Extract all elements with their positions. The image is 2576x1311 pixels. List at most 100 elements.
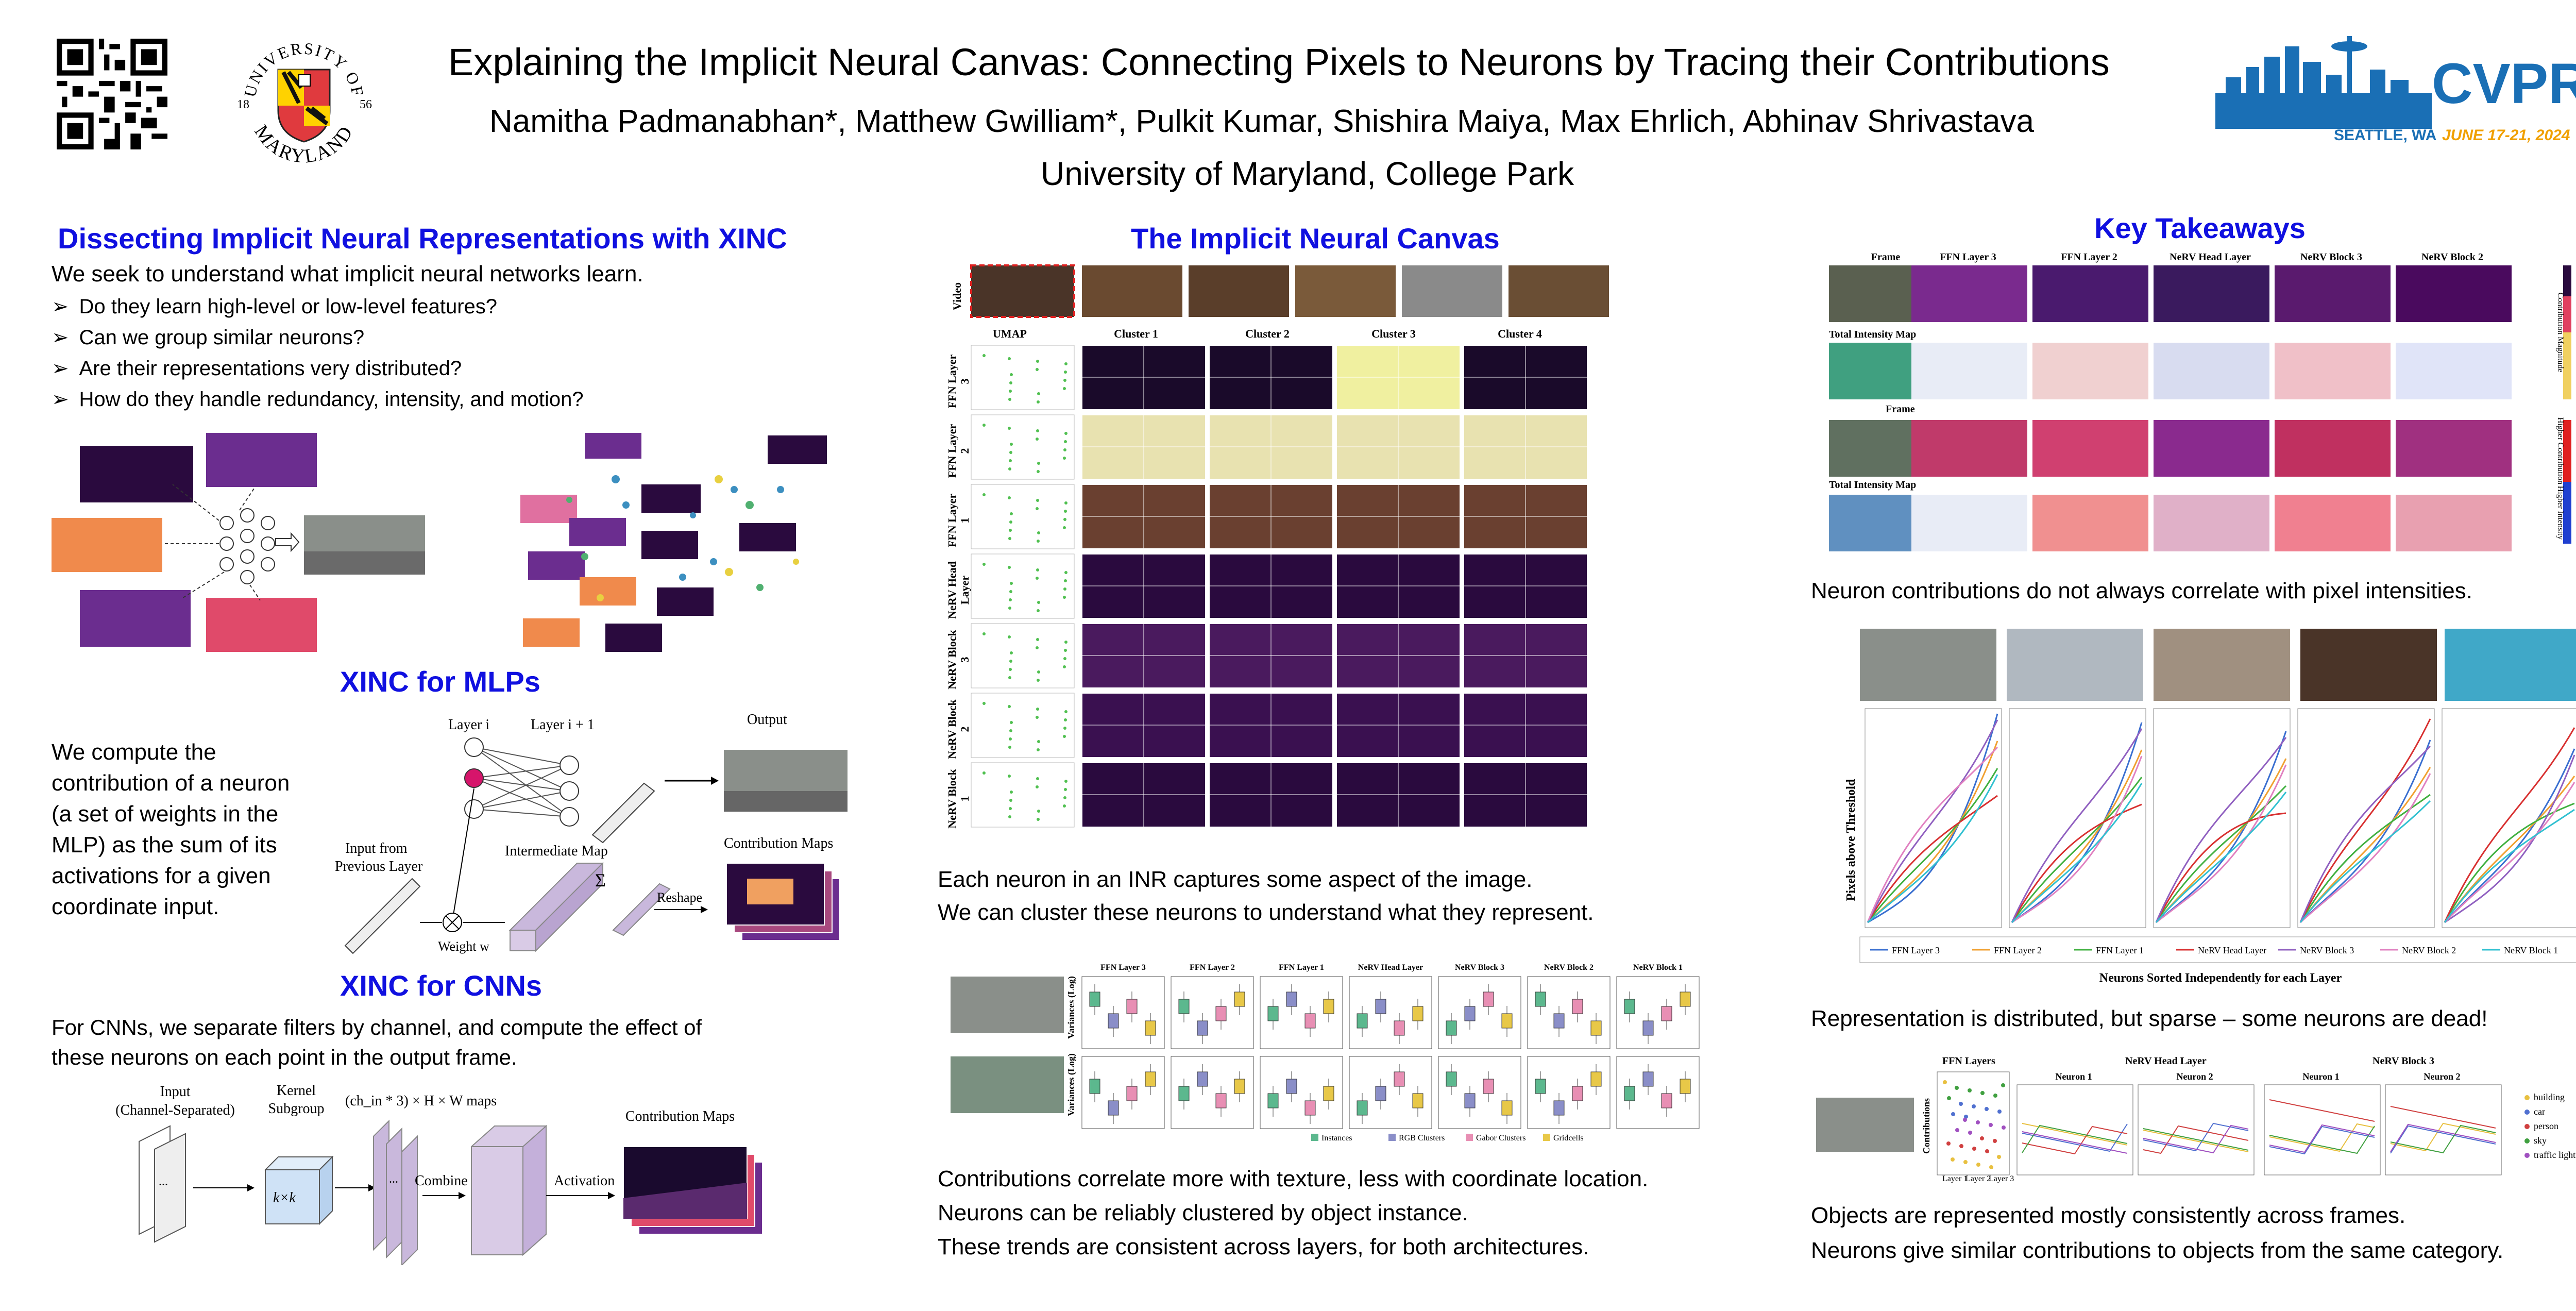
threshold-line <box>2011 803 2142 923</box>
obj-legend-item: car <box>2534 1106 2545 1117</box>
box-panel <box>1081 976 1165 1049</box>
grid-col-cluster3: Cluster 3 <box>1371 327 1416 340</box>
umd-year-right: 56 <box>360 98 372 111</box>
threshold-line <box>2156 764 2287 923</box>
threshold-legend-item: NeRV Block 2 <box>2402 945 2456 955</box>
grid-col-umap: UMAP <box>993 327 1027 340</box>
obj-panel <box>2016 1084 2133 1175</box>
activation-label: Activation <box>554 1173 615 1189</box>
box-mark <box>1286 991 1297 1007</box>
maps-label: (ch_in * 3) × H × W maps <box>345 1093 497 1109</box>
box-mark <box>1661 1006 1672 1021</box>
grid-col-cluster2: Cluster 2 <box>1245 327 1290 340</box>
obj-line <box>2143 1124 2249 1154</box>
box-legend-item: RGB Clusters <box>1399 1134 1445 1142</box>
obj-line <box>2390 1122 2496 1152</box>
box-col-label: NeRV Block 1 <box>1633 963 1683 972</box>
intensity-tile <box>2275 495 2391 551</box>
box-col-label: FFN Layer 1 <box>1279 963 1324 972</box>
obj-group-head: NeRV Head Layer <box>2125 1055 2207 1067</box>
obj-line <box>2390 1123 2496 1152</box>
threshold-panel <box>2153 708 2291 928</box>
side-label-1: Contribution Magnitude <box>2556 292 2565 372</box>
box-mark <box>1446 1020 1457 1036</box>
box-mark <box>1234 991 1245 1007</box>
intensity-tile <box>2032 343 2148 399</box>
box-mark <box>1286 1079 1297 1094</box>
box-mark <box>1234 1079 1245 1094</box>
combine-label: Combine <box>415 1173 468 1189</box>
threshold-legend-item: NeRV Block 3 <box>2300 945 2354 955</box>
grid-row-label: NeRV Block2 <box>948 699 971 759</box>
obj-legend-item: traffic light <box>2534 1150 2575 1160</box>
box-mark <box>1304 1013 1316 1029</box>
grid-row-label: NeRV Block1 <box>948 768 971 828</box>
box-col-label: NeRV Block 3 <box>1455 963 1504 972</box>
obj-panel-label: Neuron 1 <box>2302 1071 2339 1082</box>
box-mark <box>1197 1071 1208 1087</box>
box-mark <box>1323 999 1334 1014</box>
box-panel <box>1438 1056 1521 1129</box>
intensity-tile <box>2154 265 2269 322</box>
box-mark <box>1553 1100 1565 1116</box>
obj-line <box>2390 1125 2496 1154</box>
obj-line <box>2269 1125 2375 1155</box>
threshold-figure: Pixels above Threshold FFN Layer 3 FFN La… <box>1842 624 2576 997</box>
threshold-line <box>2299 794 2431 923</box>
box-mark <box>1375 1086 1386 1101</box>
threshold-line <box>2011 777 2143 923</box>
obj-line <box>2269 1124 2375 1153</box>
threshold-xlabel: Neurons Sorted Independently for each La… <box>2099 971 2342 985</box>
obj-line <box>2022 1125 2128 1155</box>
box-mark <box>1178 999 1190 1014</box>
obj-panel-label: Neuron 2 <box>2176 1071 2213 1082</box>
obj-line <box>2143 1125 2249 1154</box>
obj-line <box>2143 1130 2249 1152</box>
box-mark <box>1215 1093 1227 1108</box>
intensity-tile <box>2032 420 2148 477</box>
threshold-line <box>2155 737 2287 923</box>
obj-panel-label: Neuron 2 <box>2424 1071 2460 1082</box>
right-text3: Objects are represented mostly consisten… <box>1811 1203 2504 1263</box>
threshold-line <box>2155 792 2287 923</box>
umap-plot <box>971 484 1075 549</box>
grid-row-label: NeRV Block3 <box>948 629 971 689</box>
subgroup-label: Subgroup <box>268 1101 325 1117</box>
obj-line <box>2269 1125 2375 1154</box>
threshold-line <box>2011 783 2143 923</box>
threshold-line <box>1867 774 1998 923</box>
box-legend-item: Gridcells <box>1553 1134 1584 1142</box>
output-label: Output <box>747 712 787 728</box>
intensity-tile <box>2032 495 2148 551</box>
obj-line <box>2022 1131 2128 1154</box>
threshold-line <box>1867 768 1998 923</box>
box-mark <box>1108 1100 1119 1116</box>
threshold-line <box>2299 800 2431 923</box>
obj-line <box>2143 1122 2249 1152</box>
intermediate-label: Intermediate Map <box>505 843 608 859</box>
question-item: Are their representations very distribut… <box>52 353 584 384</box>
threshold-line <box>2444 809 2575 923</box>
grid-row-label: FFN Layer3 <box>948 355 971 409</box>
threshold-line <box>2444 748 2575 923</box>
box-mark <box>1357 1013 1368 1029</box>
threshold-line <box>1867 741 1998 923</box>
box-mark <box>1464 1006 1476 1021</box>
poster-title: Explaining the Implicit Neural Canvas: C… <box>448 41 2110 83</box>
svg-text:...: ... <box>159 1175 168 1188</box>
box-mark <box>1145 1020 1156 1036</box>
box-mark <box>1501 1013 1513 1029</box>
threshold-line <box>2444 782 2575 923</box>
box-mark <box>1501 1100 1513 1116</box>
box-mark <box>1624 1086 1635 1101</box>
cnn-text: For CNNs, we separate filters by channel… <box>52 1015 702 1069</box>
box-mark <box>1642 1071 1654 1087</box>
box-mark <box>1572 1086 1583 1101</box>
intensity-tile <box>2275 343 2391 399</box>
intensity-tile <box>2032 265 2148 322</box>
box-panel <box>1438 976 1521 1049</box>
obj-group-ffn: FFN Layers <box>1942 1055 1995 1067</box>
box-mark <box>1446 1071 1457 1087</box>
intensity-col-label: NeRV Block 3 <box>2300 251 2362 263</box>
qr-code[interactable] <box>57 39 167 149</box>
